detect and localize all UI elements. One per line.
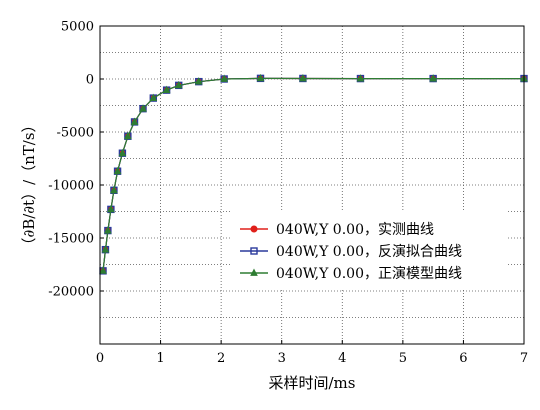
y-axis-label: （∂B/∂t）/（nT/s） (20, 117, 38, 252)
series-layer (99, 73, 528, 275)
data-point (101, 245, 110, 253)
data-point (130, 117, 139, 125)
y-tick-label: -15000 (48, 232, 94, 247)
axis-ticks: 0 1 2 3 4 5 6 7 5000 0 -5000 -10000 -15000 -20000 (48, 20, 528, 367)
data-point (149, 93, 158, 101)
legend-label: 040W,Y 0.00，实测曲线 (276, 222, 434, 238)
x-axis-label: 采样时间/ms (269, 374, 356, 392)
x-tick-label: 7 (520, 351, 528, 366)
y-tick-label: -5000 (57, 126, 94, 141)
x-tick-label: 4 (338, 351, 346, 366)
legend-marker (250, 225, 258, 233)
y-tick-label: 5000 (61, 20, 94, 35)
legend-marker (250, 268, 258, 276)
x-tick-label: 6 (459, 351, 467, 366)
data-point (162, 85, 171, 94)
legend-label: 040W,Y 0.00，反演拟合曲线 (276, 244, 462, 260)
data-point (299, 73, 307, 82)
grid-lines (100, 25, 524, 344)
data-point (194, 77, 203, 85)
x-tick-label: 0 (96, 351, 104, 366)
legend-box (232, 211, 508, 289)
data-point (139, 104, 147, 112)
data-point (113, 166, 122, 175)
x-tick-label: 2 (217, 351, 225, 366)
data-point (256, 73, 265, 82)
data-point (99, 266, 107, 274)
data-point (220, 74, 228, 82)
data-point (118, 148, 127, 157)
x-tick-label: 5 (399, 351, 407, 366)
data-point (104, 226, 112, 234)
x-tick-label: 1 (156, 351, 164, 366)
series-3 (99, 73, 528, 274)
y-tick-label: -20000 (48, 285, 94, 300)
data-point (107, 204, 115, 213)
y-tick-label: -10000 (48, 179, 94, 194)
x-tick-label: 3 (278, 351, 286, 366)
data-point (174, 80, 183, 89)
legend: 040W,Y 0.00，实测曲线 040W,Y 0.00，反演拟合曲线 040W,Y… (232, 211, 508, 289)
legend-label: 040W,Y 0.00，正演模型曲线 (276, 266, 462, 282)
y-tick-label: 0 (86, 73, 94, 88)
data-point (110, 185, 118, 194)
data-point (429, 74, 437, 82)
data-point (356, 74, 365, 82)
legend-marker (250, 247, 258, 255)
data-point (124, 131, 132, 140)
